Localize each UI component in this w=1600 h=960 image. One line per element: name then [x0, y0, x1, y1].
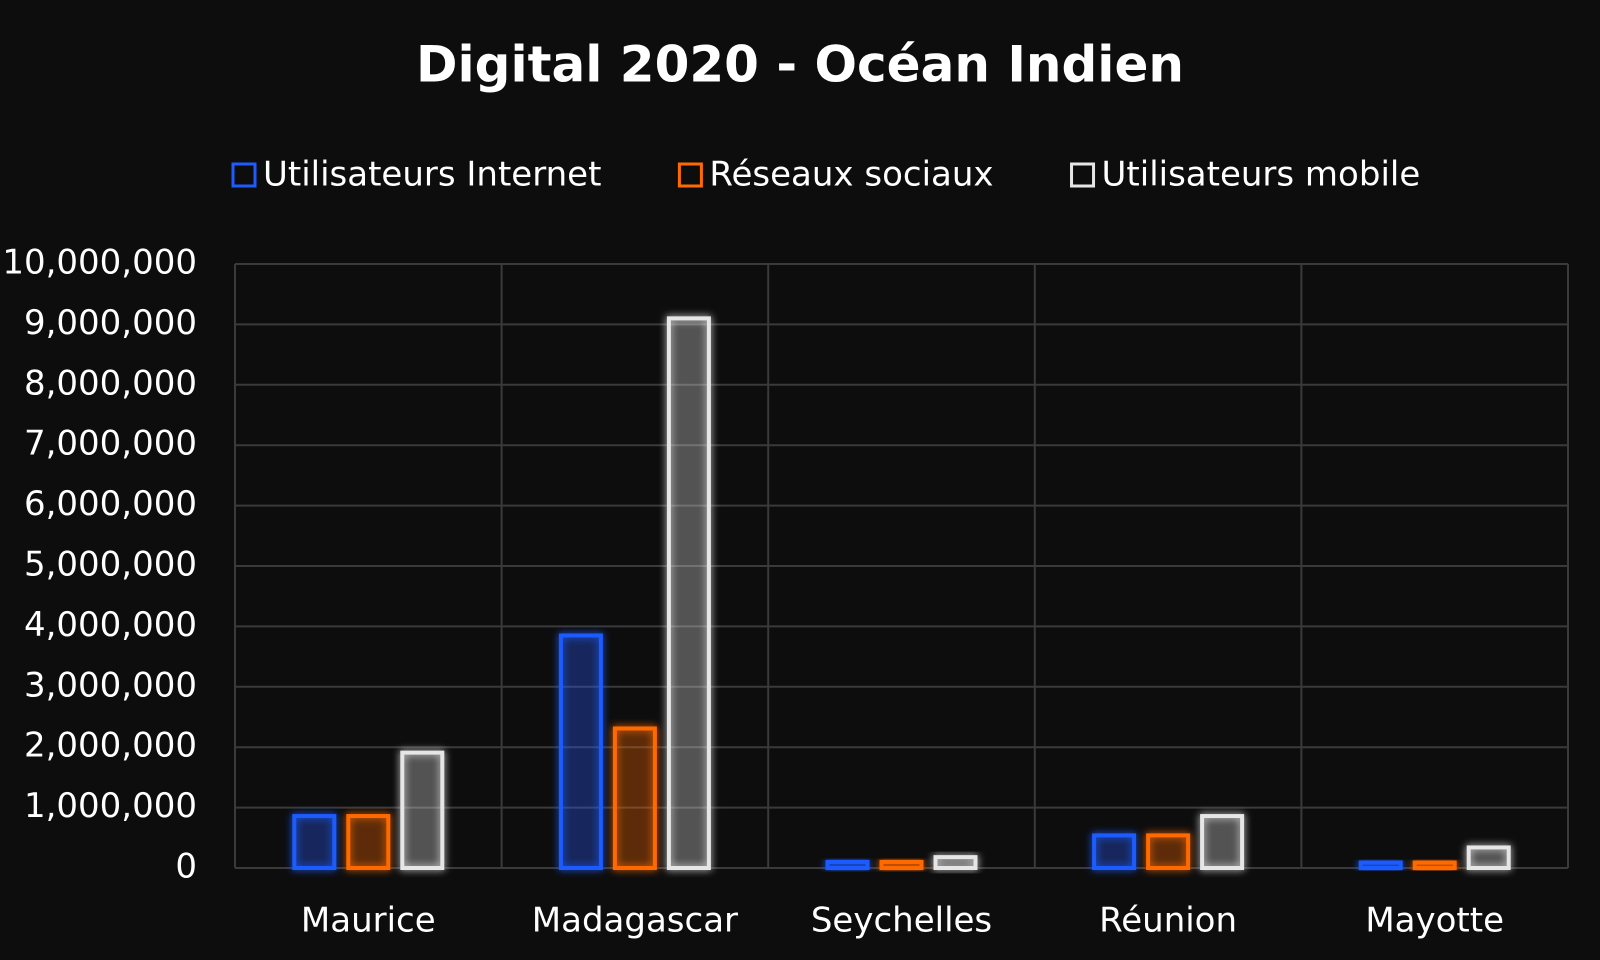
y-tick-label: 5,000,000 — [24, 545, 197, 585]
chart-title: Digital 2020 - Océan Indien — [416, 36, 1184, 94]
legend-swatch — [231, 162, 257, 188]
x-tick-label: Mayotte — [1365, 901, 1504, 941]
bar — [558, 633, 603, 871]
y-tick-label: 4,000,000 — [24, 605, 197, 645]
y-tick-label: 0 — [175, 847, 197, 887]
y-tick-label: 8,000,000 — [24, 363, 197, 403]
legend-swatch — [1070, 162, 1096, 188]
y-tick-label: 9,000,000 — [24, 303, 197, 343]
bar — [1200, 814, 1245, 871]
bar — [612, 726, 657, 871]
bar — [1092, 833, 1137, 870]
x-tick-label: Maurice — [301, 901, 436, 941]
legend-label: Réseaux sociaux — [709, 155, 993, 195]
x-tick-label: Réunion — [1099, 901, 1237, 941]
bar — [1358, 860, 1403, 871]
y-tick-label: 1,000,000 — [24, 786, 197, 826]
y-tick-label: 3,000,000 — [24, 665, 197, 705]
x-tick-label: Madagascar — [532, 901, 738, 941]
bar — [1466, 845, 1511, 870]
bar — [933, 855, 978, 870]
y-tick-label: 2,000,000 — [24, 726, 197, 766]
bar — [1146, 833, 1191, 870]
y-tick-label: 7,000,000 — [24, 424, 197, 464]
y-tick-label: 6,000,000 — [24, 484, 197, 524]
bar — [825, 859, 870, 871]
bar — [292, 814, 337, 871]
legend: Utilisateurs Internet Réseaux sociaux Util… — [231, 155, 1421, 195]
legend-label: Utilisateurs Internet — [263, 155, 601, 195]
legend-swatch — [677, 162, 703, 188]
legend-label: Utilisateurs mobile — [1102, 155, 1421, 195]
bar — [879, 859, 924, 871]
bar — [666, 316, 711, 870]
bar — [346, 814, 391, 871]
x-tick-label: Seychelles — [811, 901, 992, 941]
bar — [400, 750, 445, 870]
bar — [1412, 860, 1457, 871]
y-tick-label: 10,000,000 — [2, 243, 197, 283]
